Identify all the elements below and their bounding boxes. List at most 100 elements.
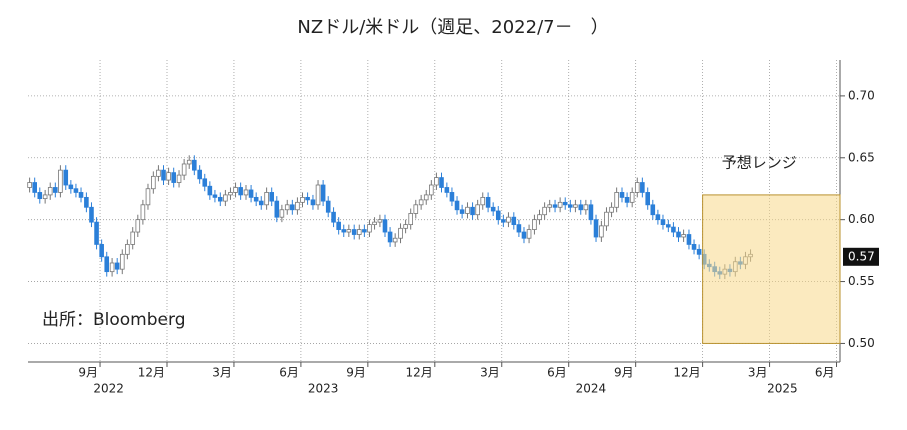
- candle-body: [346, 229, 352, 233]
- candle-body: [490, 206, 496, 212]
- x-tick-label: 6月: [279, 366, 299, 380]
- candle-body: [53, 187, 58, 193]
- candle-body: [331, 211, 336, 223]
- candle-body: [650, 204, 656, 216]
- x-tick-label: 12月: [406, 366, 433, 380]
- candle-body: [521, 231, 527, 239]
- candle-body: [583, 204, 589, 211]
- y-tick-label: 0.60: [848, 212, 875, 226]
- x-tick-label: 6月: [815, 366, 835, 380]
- candle-body: [562, 201, 568, 206]
- candle-body: [459, 209, 465, 214]
- candle-body: [42, 194, 48, 200]
- last-price-label: 0.57: [848, 249, 875, 263]
- candle-body: [511, 216, 517, 226]
- candle-body: [279, 209, 285, 218]
- x-tick-label: 9月: [78, 366, 98, 380]
- candle-body: [223, 194, 228, 202]
- candle-body: [681, 234, 686, 238]
- candle-body: [666, 224, 671, 228]
- candle-body: [207, 185, 213, 196]
- candle-body: [691, 244, 697, 250]
- candle-body: [526, 229, 532, 239]
- candle-body: [609, 206, 614, 213]
- candle-body: [114, 262, 120, 270]
- candle-body: [619, 192, 625, 198]
- candle-body: [516, 224, 522, 233]
- candle-body: [573, 204, 578, 208]
- candle-body: [171, 172, 176, 183]
- candle-body: [145, 188, 151, 206]
- year-label: 2024: [576, 382, 607, 396]
- candle-body: [130, 231, 136, 245]
- candle-body: [537, 214, 542, 221]
- candle-body: [439, 177, 444, 188]
- candle-body: [552, 204, 558, 208]
- candle-body: [37, 192, 43, 200]
- candle-body: [94, 221, 99, 245]
- candle-body: [475, 204, 480, 216]
- candle-body: [676, 231, 681, 238]
- candle-body: [233, 187, 238, 193]
- last-price-box: [843, 247, 879, 266]
- candle-body: [645, 192, 651, 206]
- candle-body: [217, 196, 223, 202]
- year-label: 2025: [767, 382, 798, 396]
- candle-body: [68, 184, 74, 190]
- candle-body: [377, 219, 383, 223]
- x-tick-label: 6月: [547, 366, 567, 380]
- candle-body: [671, 226, 676, 233]
- y-tick-label: 0.55: [848, 274, 875, 288]
- candle-body: [228, 192, 233, 196]
- candle-body: [568, 204, 573, 208]
- candle-body: [640, 182, 645, 193]
- y-tick-label: 0.70: [848, 88, 875, 102]
- candle-body: [58, 169, 63, 193]
- candle-body: [629, 192, 635, 203]
- candle-body: [89, 206, 94, 223]
- candle-body: [295, 201, 300, 211]
- x-tick-label: 3月: [212, 366, 232, 380]
- candle-body: [403, 224, 408, 229]
- candle-body: [32, 182, 37, 193]
- candle-body: [27, 182, 32, 188]
- candle-body: [542, 206, 547, 216]
- candle-body: [140, 204, 146, 221]
- candle-body: [557, 201, 563, 208]
- candle-body: [176, 174, 182, 183]
- candle-body: [202, 178, 208, 187]
- candle-body: [300, 196, 305, 203]
- candle-body: [532, 219, 537, 230]
- candle-body: [166, 172, 171, 181]
- candle-body: [119, 253, 125, 270]
- candle-body: [454, 200, 460, 211]
- x-tick-label: 3月: [480, 366, 500, 380]
- y-tick-label: 0.50: [848, 336, 875, 350]
- chart-title: NZドル/米ドル（週足、2022/7－ ）: [297, 17, 608, 38]
- candle-body: [336, 221, 341, 230]
- candle-body: [604, 211, 609, 227]
- candle-body: [341, 229, 347, 233]
- candle-body: [593, 219, 599, 238]
- candle-body: [248, 189, 254, 198]
- candle-body: [109, 262, 115, 273]
- candle-body: [181, 163, 187, 176]
- year-label: 2023: [308, 382, 339, 396]
- candle-body: [429, 184, 434, 196]
- candle-body: [212, 194, 218, 198]
- candle-body: [310, 199, 316, 206]
- candle-body: [135, 219, 141, 233]
- candle-body: [63, 169, 69, 186]
- candle-body: [161, 169, 166, 181]
- candle-body: [305, 196, 310, 201]
- candle-body: [73, 188, 79, 193]
- candle-body: [696, 248, 702, 255]
- candle-body: [449, 192, 455, 202]
- candle-body: [47, 187, 53, 196]
- candle-body: [351, 229, 357, 235]
- candle-body: [290, 204, 295, 211]
- candle-body: [413, 204, 419, 214]
- candle-body: [506, 216, 511, 223]
- x-tick-label: 9月: [614, 366, 634, 380]
- forecast-range: [702, 194, 841, 344]
